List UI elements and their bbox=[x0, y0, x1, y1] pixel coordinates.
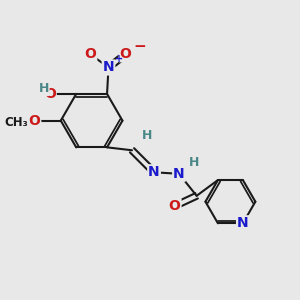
Text: N: N bbox=[148, 165, 160, 179]
Text: N: N bbox=[103, 61, 114, 74]
Text: N: N bbox=[173, 167, 185, 181]
Text: O: O bbox=[28, 114, 40, 128]
Text: +: + bbox=[115, 54, 123, 64]
Text: O: O bbox=[120, 47, 131, 61]
Text: CH₃: CH₃ bbox=[5, 116, 28, 129]
Text: H: H bbox=[39, 82, 49, 95]
Text: H: H bbox=[142, 129, 153, 142]
Text: O: O bbox=[44, 87, 56, 101]
Text: O: O bbox=[84, 47, 96, 61]
Text: O: O bbox=[169, 199, 181, 213]
Text: −: − bbox=[134, 39, 146, 54]
Text: N: N bbox=[237, 216, 249, 230]
Text: H: H bbox=[189, 155, 200, 169]
